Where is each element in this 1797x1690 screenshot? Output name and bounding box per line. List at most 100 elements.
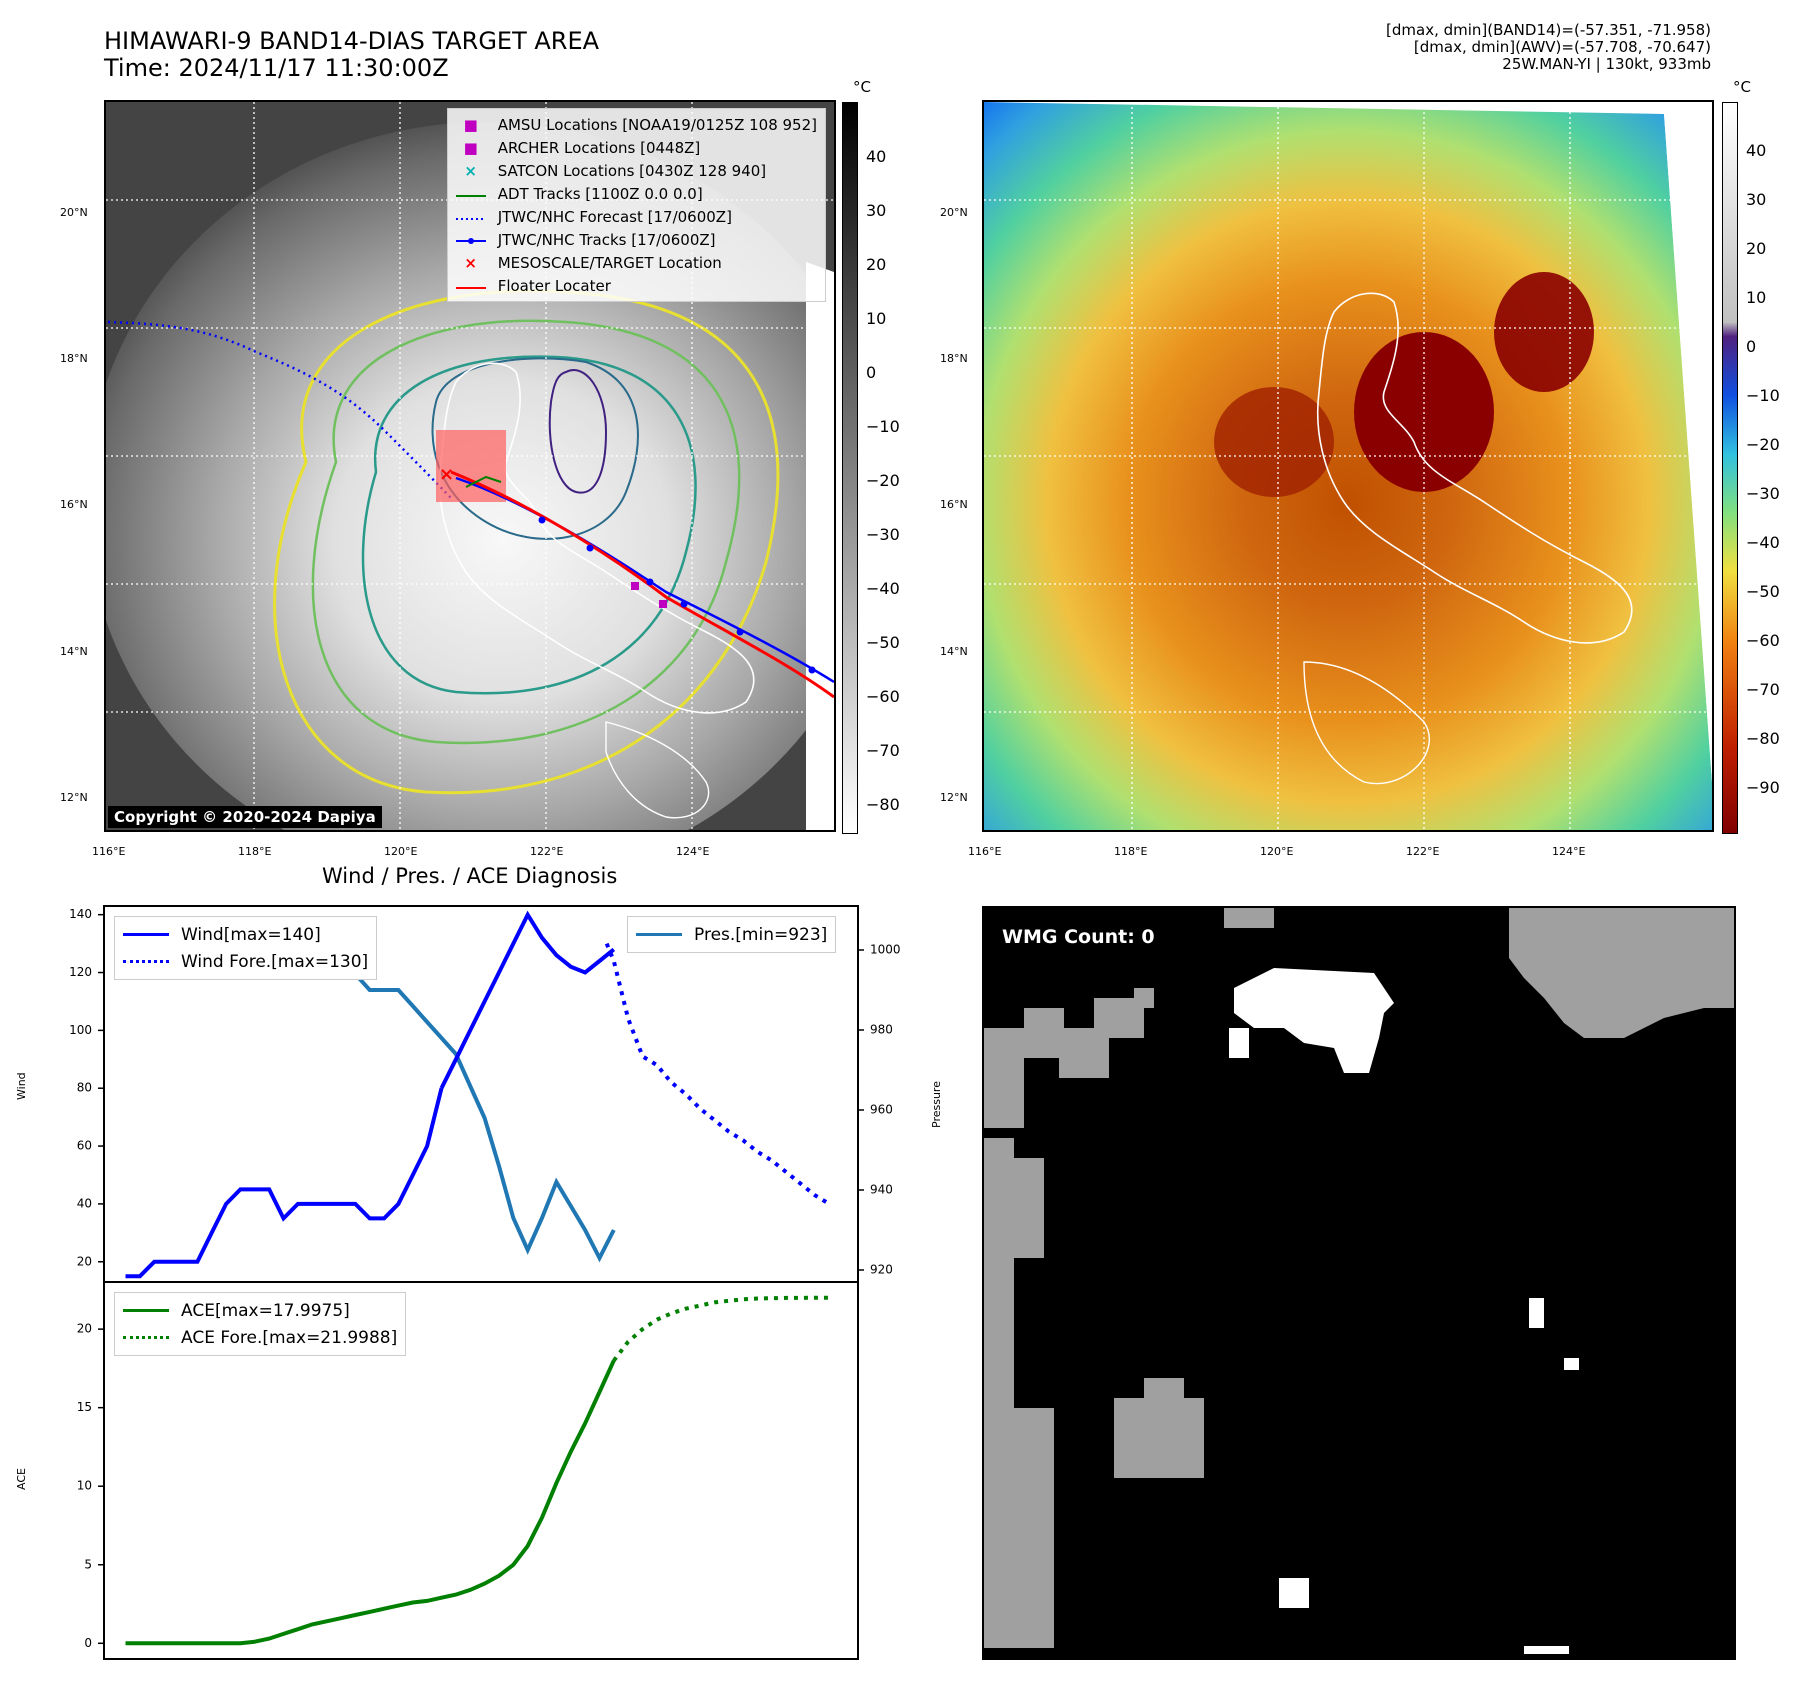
lon-label: 118°E xyxy=(238,845,272,858)
legend-label: MESOSCALE/TARGET Location xyxy=(497,253,722,272)
lon-label: 122°E xyxy=(1406,845,1440,858)
colorbar-tick: 0 xyxy=(866,363,877,382)
colorbar-tick: 20 xyxy=(866,255,887,274)
legend-item-amsu: ■ AMSU Locations [NOAA19/0125Z 108 952] xyxy=(456,113,817,136)
colorbar-tick: 30 xyxy=(866,201,887,220)
lat-label: 12°N xyxy=(60,791,88,804)
legend-label: Wind Fore.[max=130] xyxy=(181,951,369,972)
colorbar-tick: 10 xyxy=(1746,288,1767,307)
ace-tick-label: 20 xyxy=(77,1322,92,1336)
wind-tick-label: 60 xyxy=(77,1139,92,1153)
ace-forecast-series-line xyxy=(612,1295,830,1362)
left-ir-map: × ■ AMSU Locations [NOAA19/0125Z 108 952]… xyxy=(104,100,836,832)
right-map-svg xyxy=(984,102,1712,830)
lon-label: 122°E xyxy=(530,845,564,858)
colorbar-tick: −50 xyxy=(1746,582,1780,601)
line-marker-icon xyxy=(455,185,486,203)
colorbar-tick: −70 xyxy=(866,741,900,760)
wind-tick-label: 120 xyxy=(69,965,92,979)
dotted-line-icon xyxy=(123,1336,169,1339)
legend-item-archer: ■ ARCHER Locations [0448Z] xyxy=(456,136,817,159)
colorbar-tick: 20 xyxy=(1746,239,1767,258)
pressure-tick-label: 920 xyxy=(870,1263,893,1277)
wmg-svg xyxy=(984,908,1734,1654)
pressure-tick-label: 960 xyxy=(870,1103,893,1117)
line-marker-icon xyxy=(455,277,486,295)
lat-label: 18°N xyxy=(940,352,968,365)
lon-label: 124°E xyxy=(1552,845,1586,858)
stats-awv: [dmax, dmin](AWV)=(-57.708, -70.647) xyxy=(1413,38,1711,56)
lon-label: 124°E xyxy=(676,845,710,858)
lon-label: 120°E xyxy=(1260,845,1294,858)
legend-item-floater: Floater Locater xyxy=(455,274,817,297)
legend-item-tracks: JTWC/NHC Tracks [17/0600Z] xyxy=(455,228,817,251)
cold-core-2 xyxy=(1214,387,1334,497)
wmg-count-label: WMG Count: 0 xyxy=(1002,926,1155,948)
lon-label: 118°E xyxy=(1114,845,1148,858)
colorbar-tick: −90 xyxy=(1746,778,1780,797)
colorbar-tick: −60 xyxy=(1746,631,1780,650)
wind-tick-label: 100 xyxy=(69,1023,92,1037)
contour-teal xyxy=(361,355,697,695)
lat-label: 12°N xyxy=(940,791,968,804)
coastline-luzon xyxy=(1316,292,1633,644)
wind-tick-label: 80 xyxy=(77,1081,92,1095)
colorbar-tick: −20 xyxy=(1746,435,1780,454)
legend-item-ace: ACE[max=17.9975] xyxy=(123,1297,397,1324)
title-line-1: HIMAWARI-9 BAND14-DIAS TARGET AREA xyxy=(104,27,600,55)
pressure-tick-label: 980 xyxy=(870,1023,893,1037)
colorbar-tick: −40 xyxy=(866,579,900,598)
wind-tick-label: 140 xyxy=(69,907,92,921)
wmg-white-regions xyxy=(1229,968,1579,1654)
legend-item-satcon: × SATCON Locations [0430Z 128 940] xyxy=(456,159,817,182)
left-colorbar xyxy=(842,102,858,834)
colorbar-tick: −20 xyxy=(866,471,900,490)
contour-yellow xyxy=(273,289,780,795)
coastline-south xyxy=(1303,661,1430,785)
legend-item-forecast: JTWC/NHC Forecast [17/0600Z] xyxy=(455,205,817,228)
legend-label: ARCHER Locations [0448Z] xyxy=(497,138,701,157)
wind-series-line-cont xyxy=(439,910,616,1090)
copyright-label: Copyright © 2020-2024 Dapiya xyxy=(108,806,382,828)
colorbar-tick: −80 xyxy=(1746,729,1780,748)
contour-purple xyxy=(548,369,608,494)
x-marker-icon: × xyxy=(464,253,477,272)
lat-label: 14°N xyxy=(60,645,88,658)
legend-label: SATCON Locations [0430Z 128 940] xyxy=(497,161,767,180)
colorbar-tick: −30 xyxy=(1746,484,1780,503)
legend-label: JTWC/NHC Forecast [17/0600Z] xyxy=(497,207,732,226)
lon-label: 116°E xyxy=(968,845,1002,858)
legend-label: ACE[max=17.9975] xyxy=(181,1300,350,1321)
figure-title: HIMAWARI-9 BAND14-DIAS TARGET AREA Time:… xyxy=(104,28,599,82)
colorbar-tick: −10 xyxy=(1746,386,1780,405)
floater-locater-track xyxy=(450,470,834,699)
wind-series-line xyxy=(125,1087,444,1279)
wmg-gray-regions xyxy=(984,908,1734,1648)
ace-plot-frame xyxy=(103,1281,859,1660)
legend-item-adt: ADT Tracks [1100Z 0.0 0.0] xyxy=(455,182,817,205)
colorbar-tick: −80 xyxy=(866,795,900,814)
adt-track xyxy=(465,475,502,488)
lat-label: 20°N xyxy=(60,206,88,219)
right-colorbar-unit: °C xyxy=(1733,78,1751,96)
stats-block: [dmax, dmin](BAND14)=(-57.351, -71.958) … xyxy=(1386,22,1711,73)
lon-label: 120°E xyxy=(384,845,418,858)
wind-tick-label: 40 xyxy=(77,1196,92,1210)
colorbar-tick: −60 xyxy=(866,687,900,706)
pressure-tick-label: 1000 xyxy=(870,943,901,957)
lat-label: 18°N xyxy=(60,352,88,365)
right-gridlines xyxy=(984,102,1712,830)
lat-label: 14°N xyxy=(940,645,968,658)
legend-item-pressure: Pres.[min=923] xyxy=(636,921,827,948)
solid-line-icon xyxy=(123,1309,169,1312)
legend-label: Floater Locater xyxy=(497,276,611,295)
stats-band14: [dmax, dmin](BAND14)=(-57.351, -71.958) xyxy=(1386,21,1711,39)
wind-forecast-series-line xyxy=(604,942,831,1206)
cold-core-3 xyxy=(1494,272,1594,392)
legend-label: JTWC/NHC Tracks [17/0600Z] xyxy=(497,230,716,249)
legend-label: Wind[max=140] xyxy=(181,924,321,945)
jtwc-forecast-track xyxy=(107,320,452,499)
legend-item-wind: Wind[max=140] xyxy=(123,921,368,948)
ace-tick-label: 0 xyxy=(84,1636,92,1650)
lat-label: 16°N xyxy=(940,498,968,511)
